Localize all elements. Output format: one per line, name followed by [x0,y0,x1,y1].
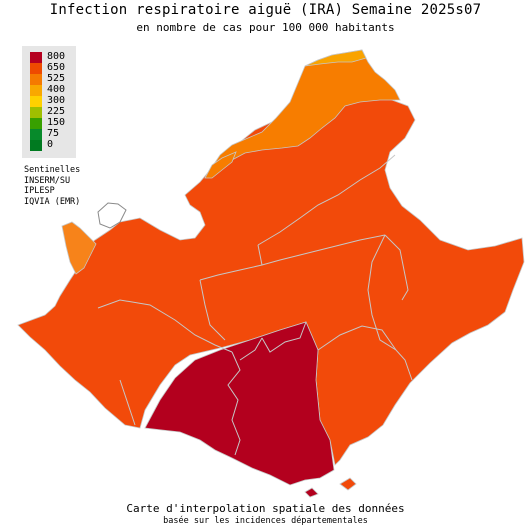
region-north-light-west [204,151,237,179]
region-south-dark [144,321,335,486]
island [339,477,357,491]
legend-label: 525 [47,73,66,84]
legend-swatch [30,85,42,96]
region-west-tip [61,221,97,275]
department-borders [97,154,413,456]
region-north-light [304,49,367,67]
legend-label: 650 [47,62,66,73]
legend-item: 300 [30,95,74,107]
legend-swatch [30,140,42,151]
footer-subcaption: basée sur les incidences départementales [163,516,368,526]
legend-label: 0 [47,139,54,150]
footer-caption: Carte d'interpolation spatiale des donné… [126,502,405,515]
legend-label: 150 [47,117,66,128]
legend-label: 400 [47,84,66,95]
data-sources: Sentinelles INSERM/SU IPLESP IQVIA (EMR) [24,165,80,207]
legend-swatch [30,107,42,118]
source-line: IQVIA (EMR) [24,196,81,207]
legend-item: 800 [30,51,74,63]
legend-item: 525 [30,73,74,85]
source-line: Sentinelles [24,165,81,175]
legend-swatch [30,63,42,74]
legend-label: 225 [47,106,66,117]
legend-item: 150 [30,117,74,129]
legend-item: 75 [30,128,74,140]
legend-swatch [30,129,42,140]
legend-label: 300 [47,95,66,106]
legend-swatch [30,118,42,129]
enclave-white [97,202,127,229]
source-line: IPLESP [24,186,55,196]
legend-item: 225 [30,106,74,118]
source-line: INSERM/SU [24,175,71,186]
legend-label: 800 [47,51,66,62]
legend-item: 650 [30,62,74,74]
legend-item: 0 [30,139,74,151]
legend-swatch [30,74,42,85]
legend-swatch [30,52,42,63]
island-small [304,487,319,498]
legend-item: 400 [30,84,74,96]
region-north-orange [209,49,401,171]
map-subtitle: en nombre de cas pour 100 000 habitants [136,21,395,34]
legend-swatch [30,96,42,107]
legend-label: 75 [47,128,60,139]
color-legend: 800 650 525 400 300 225 150 75 0 [22,46,76,158]
map-title: Infection respiratoire aiguë (IRA) Semai… [49,2,482,18]
